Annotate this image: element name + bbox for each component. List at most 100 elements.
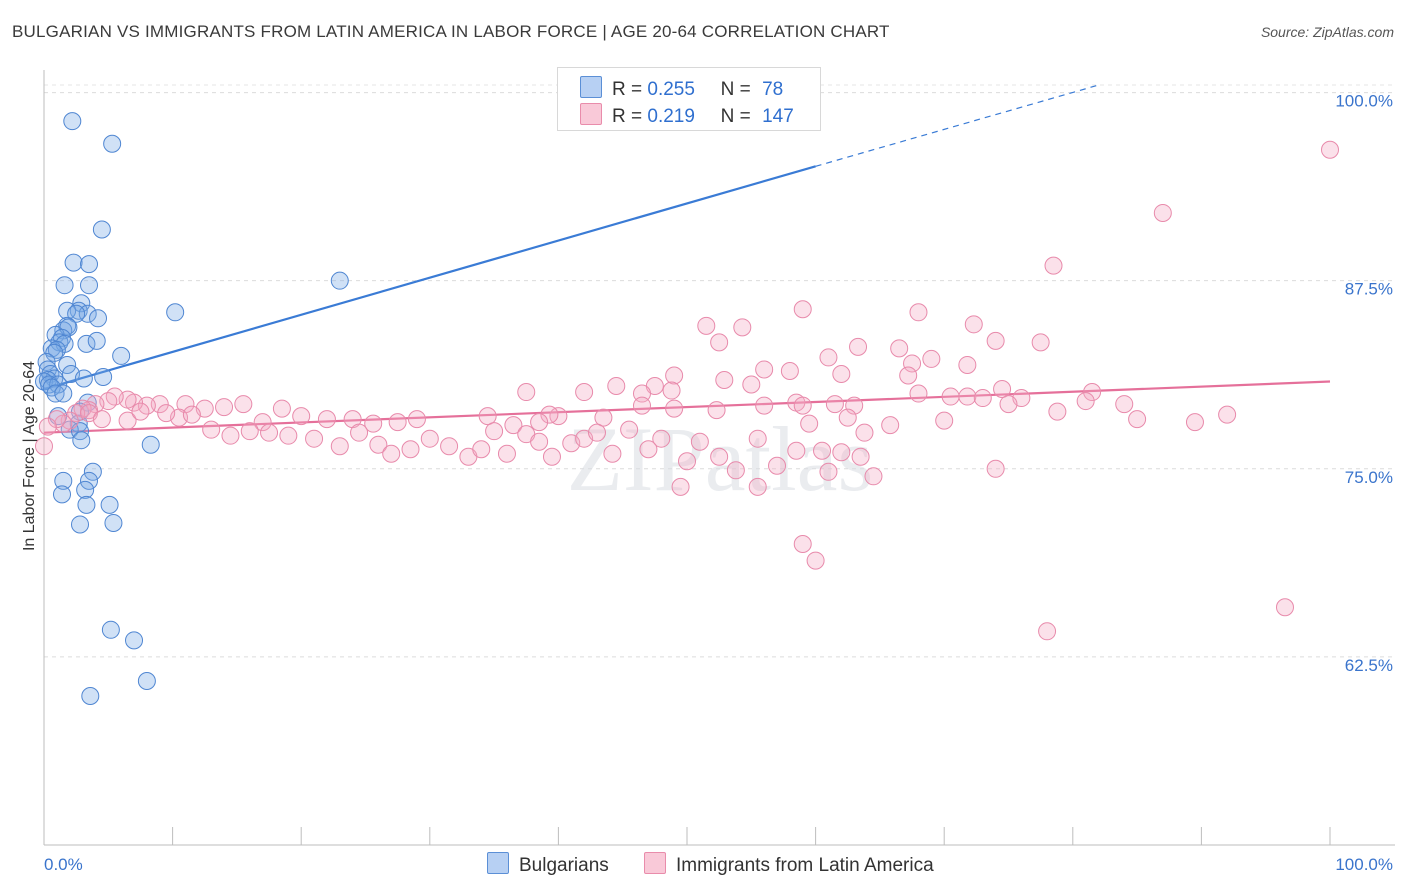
latin-america-point xyxy=(964,315,983,334)
latin-america-point xyxy=(678,452,696,471)
latin-america-point xyxy=(864,467,883,486)
latin-america-point xyxy=(1128,410,1147,429)
latin-america-trend-line xyxy=(43,380,1331,434)
latin-america-point xyxy=(485,422,504,441)
legend-n-value: 147 xyxy=(762,106,794,127)
latin-america-point xyxy=(899,366,918,385)
latin-america-point xyxy=(825,395,844,414)
bulgarian-trend-line xyxy=(43,165,816,391)
latin-america-point xyxy=(131,402,150,421)
latin-america-point xyxy=(401,440,420,459)
latin-america-point xyxy=(973,389,992,408)
latin-america-point xyxy=(105,387,124,406)
latin-america-point xyxy=(540,405,559,424)
latin-america-point xyxy=(690,432,709,451)
bottom-legend-label: Immigrants from Latin America xyxy=(676,855,934,876)
bulgarian-point xyxy=(80,276,99,295)
latin-america-point xyxy=(986,459,1005,478)
bulgarian-point xyxy=(83,462,102,481)
latin-america-point xyxy=(330,437,349,456)
bulgarian-point xyxy=(72,431,91,450)
legend-swatch-latin-america xyxy=(580,103,602,125)
legend-row-latin-america: R = 0.219 N = 147 xyxy=(580,103,794,127)
legend-n-label: N = xyxy=(720,106,751,127)
latin-america-point xyxy=(407,410,426,429)
bulgarian-trend-extension xyxy=(815,84,1099,167)
latin-america-point xyxy=(67,404,86,423)
latin-america-point xyxy=(240,422,259,441)
latin-america-point xyxy=(420,429,439,448)
latin-america-point xyxy=(1153,203,1172,222)
latin-america-point xyxy=(157,404,176,423)
bottom-legend-swatch-bulgarians xyxy=(487,852,509,874)
x-tick-label: 100.0% xyxy=(1335,855,1393,874)
bulgarian-point xyxy=(80,255,99,274)
bottom-legend-swatch-latin-america xyxy=(644,852,666,874)
latin-america-point xyxy=(292,407,311,426)
y-tick-label: 75.0% xyxy=(1345,468,1393,487)
latin-america-point xyxy=(726,461,745,480)
latin-america-point xyxy=(118,411,137,430)
latin-america-point xyxy=(1185,413,1204,432)
latin-america-point xyxy=(1275,598,1294,617)
latin-america-point xyxy=(881,416,900,435)
latin-america-point xyxy=(652,429,671,448)
latin-america-point xyxy=(530,413,549,432)
latin-america-point xyxy=(478,407,497,426)
latin-america-point xyxy=(665,399,684,418)
latin-america-point xyxy=(305,429,324,448)
latin-america-point xyxy=(838,408,857,427)
bulgarian-point xyxy=(92,220,111,239)
latin-america-point xyxy=(851,447,870,466)
latin-america-point xyxy=(707,401,726,420)
latin-america-point xyxy=(806,551,825,570)
latin-america-point xyxy=(1321,140,1339,159)
latin-america-point xyxy=(234,395,253,414)
bottom-legend-label: Bulgarians xyxy=(519,855,609,876)
bulgarian-point xyxy=(64,253,83,272)
latin-america-point xyxy=(517,383,536,402)
bulgarian-point xyxy=(81,687,100,706)
latin-america-point xyxy=(855,423,874,442)
latin-america-point xyxy=(607,377,626,396)
latin-america-point xyxy=(202,420,221,439)
latin-america-point xyxy=(632,396,651,415)
bulgarian-point xyxy=(141,435,160,454)
latin-america-point xyxy=(38,417,57,436)
latin-america-point xyxy=(253,413,272,432)
bulgarian-point xyxy=(55,276,74,295)
bulgarian-point xyxy=(53,485,72,504)
bulgarian-point xyxy=(47,340,66,359)
latin-america-point xyxy=(1218,405,1237,424)
bulgarian-point xyxy=(45,343,64,362)
latin-america-point xyxy=(504,416,523,435)
y-tick-label: 62.5% xyxy=(1345,656,1393,675)
bulgarian-point xyxy=(54,471,73,490)
legend-r-label: R = xyxy=(612,106,643,127)
latin-america-point xyxy=(440,437,459,456)
latin-america-point xyxy=(787,441,806,460)
latin-america-point xyxy=(497,444,516,463)
bulgarian-point xyxy=(77,334,96,353)
latin-america-point xyxy=(472,440,491,459)
bulgarian-point xyxy=(40,375,59,394)
bulgarian-point xyxy=(71,515,90,534)
latin-america-point xyxy=(575,383,594,402)
latin-america-point xyxy=(800,414,819,433)
bulgarian-point xyxy=(166,303,185,322)
latin-america-point xyxy=(755,396,774,415)
latin-america-point xyxy=(819,462,838,481)
bulgarian-point xyxy=(89,309,108,328)
latin-america-point xyxy=(1038,622,1057,641)
latin-america-point xyxy=(620,420,639,439)
latin-america-point xyxy=(35,437,53,456)
bulgarian-point xyxy=(77,495,96,514)
latin-america-point xyxy=(665,366,684,385)
latin-america-point xyxy=(92,410,111,429)
y-tick-label: 100.0% xyxy=(1335,92,1393,111)
latin-america-point xyxy=(793,535,812,554)
latin-america-point xyxy=(1083,383,1102,402)
bottom-legend: Bulgarians Immigrants from Latin America xyxy=(0,852,1406,878)
latin-america-point xyxy=(742,375,761,394)
legend-box: R = 0.255 N = 78 R = 0.219 N = 147 xyxy=(557,67,821,131)
